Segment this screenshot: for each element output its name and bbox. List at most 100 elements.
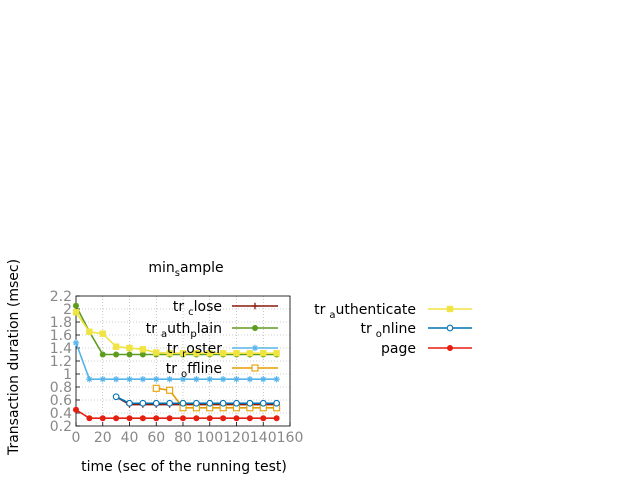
data-point	[73, 302, 79, 309]
data-point	[73, 406, 79, 413]
data-point	[179, 376, 187, 383]
x-axis-label: time (sec of the running test)	[81, 459, 287, 475]
y-axis-label: Transaction duration (msec)	[6, 259, 22, 456]
series-line	[156, 387, 277, 409]
series-line	[75, 409, 277, 420]
y-tick-label: 1.8	[50, 315, 72, 331]
legend-item-tr-auth-plain: tr authplain	[146, 321, 278, 340]
y-tick-label: 1	[63, 367, 72, 383]
data-point	[260, 376, 267, 383]
data-point	[153, 376, 160, 383]
x-tick-label: 80	[174, 430, 192, 446]
data-point	[113, 415, 120, 422]
data-point	[251, 344, 259, 352]
chart-title-part: min	[148, 260, 174, 276]
data-point	[179, 350, 187, 357]
legend-label-part: uth	[167, 321, 190, 337]
data-point	[139, 351, 146, 358]
data-point	[99, 351, 106, 358]
legend-label-part: tr	[173, 299, 184, 315]
y-tick-label: 2	[63, 302, 72, 318]
x-tick-label: 20	[94, 430, 112, 446]
data-point	[273, 350, 280, 357]
legend-label-part: oster	[186, 341, 222, 357]
legend-label: tr authplain	[146, 321, 222, 340]
legend-label-sub: a	[329, 310, 335, 321]
data-point	[220, 415, 227, 422]
data-point	[166, 376, 173, 383]
x-tick-label: 100	[196, 430, 223, 446]
data-point	[113, 351, 120, 358]
legend-label-part: uthenticate	[336, 302, 416, 318]
data-point	[260, 415, 267, 422]
data-point	[206, 376, 213, 383]
data-point	[126, 399, 133, 407]
x-tick-label: 0	[72, 430, 81, 446]
data-point	[251, 364, 259, 372]
data-point	[233, 376, 240, 383]
data-point	[126, 351, 133, 358]
data-point	[193, 399, 200, 407]
data-point	[166, 386, 174, 394]
data-point	[112, 343, 120, 350]
data-point	[166, 399, 173, 407]
series-line	[75, 342, 277, 381]
data-point	[139, 399, 147, 407]
legend-item-tr-online: tr online	[360, 321, 472, 340]
data-point	[86, 415, 93, 422]
legend-label: tr close	[173, 299, 222, 318]
data-point	[126, 415, 133, 422]
legend-label: tr roster	[167, 341, 222, 360]
data-point	[112, 393, 120, 401]
legend-label-part: lose	[194, 299, 222, 315]
data-point	[166, 350, 173, 357]
legend-label-part: tr	[166, 361, 177, 377]
chart-title-part: ample	[180, 260, 224, 276]
data-point	[260, 350, 267, 357]
legend-item-tr-authenticate: tr authenticate	[314, 302, 472, 321]
data-point	[180, 415, 186, 422]
data-point	[219, 350, 227, 357]
x-tick-label: 120	[223, 430, 250, 446]
legend-label-part: tr	[167, 341, 178, 357]
data-point	[206, 399, 214, 407]
series-tr-authenticate	[72, 309, 280, 357]
data-point	[193, 350, 200, 357]
data-point	[166, 415, 173, 422]
data-point	[72, 309, 80, 316]
data-point	[246, 415, 253, 422]
data-point	[139, 415, 146, 422]
series-line	[75, 305, 277, 356]
legend-label: tr online	[360, 321, 416, 340]
x-tick-label: 160	[277, 430, 304, 446]
data-point	[233, 350, 240, 357]
data-point	[446, 305, 454, 313]
legend-label-part: ffline	[187, 361, 222, 377]
data-point	[246, 399, 254, 407]
data-point	[219, 399, 227, 407]
data-point	[193, 415, 200, 422]
legend-label-part: nline	[382, 321, 416, 337]
data-point	[246, 350, 254, 357]
data-point	[233, 415, 240, 422]
chart-text: minsample time (sec of the running test)…	[6, 259, 287, 475]
series-line	[75, 311, 277, 355]
x-tick-label: 140	[250, 430, 277, 446]
legend-label: tr offline	[166, 361, 222, 380]
legend-item-tr-roster: tr roster	[167, 341, 278, 360]
data-point	[206, 350, 213, 357]
y-tick-label: 0.6	[50, 393, 72, 409]
chart-title: minsample	[148, 260, 223, 279]
series-tr-online	[112, 393, 280, 407]
y-tick-label: 1.4	[50, 341, 72, 357]
data-point	[251, 302, 259, 310]
series-tr-roster	[72, 339, 280, 383]
data-point	[153, 349, 160, 356]
data-point	[139, 346, 147, 353]
data-point	[126, 376, 133, 383]
data-point	[446, 324, 454, 332]
legend-label-part: tr	[314, 302, 325, 318]
data-point	[246, 376, 254, 383]
y-tick-label: 0.2	[50, 419, 72, 435]
